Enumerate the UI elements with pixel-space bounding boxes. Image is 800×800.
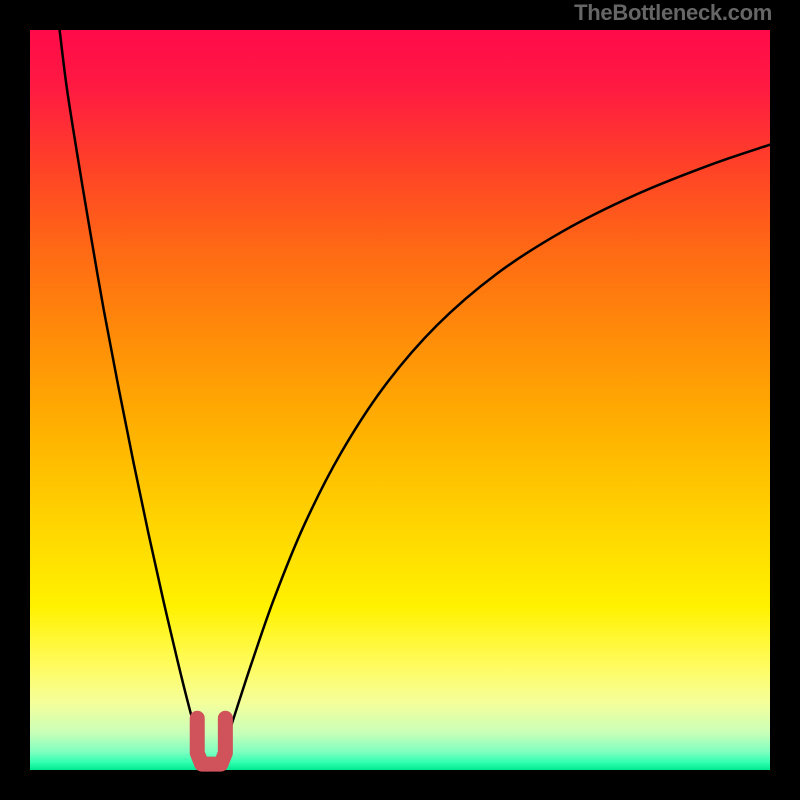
chart-root: TheBottleneck.com xyxy=(0,0,800,800)
bottleneck-chart xyxy=(0,0,800,800)
heat-gradient-area xyxy=(30,30,770,770)
watermark-text: TheBottleneck.com xyxy=(574,0,772,26)
